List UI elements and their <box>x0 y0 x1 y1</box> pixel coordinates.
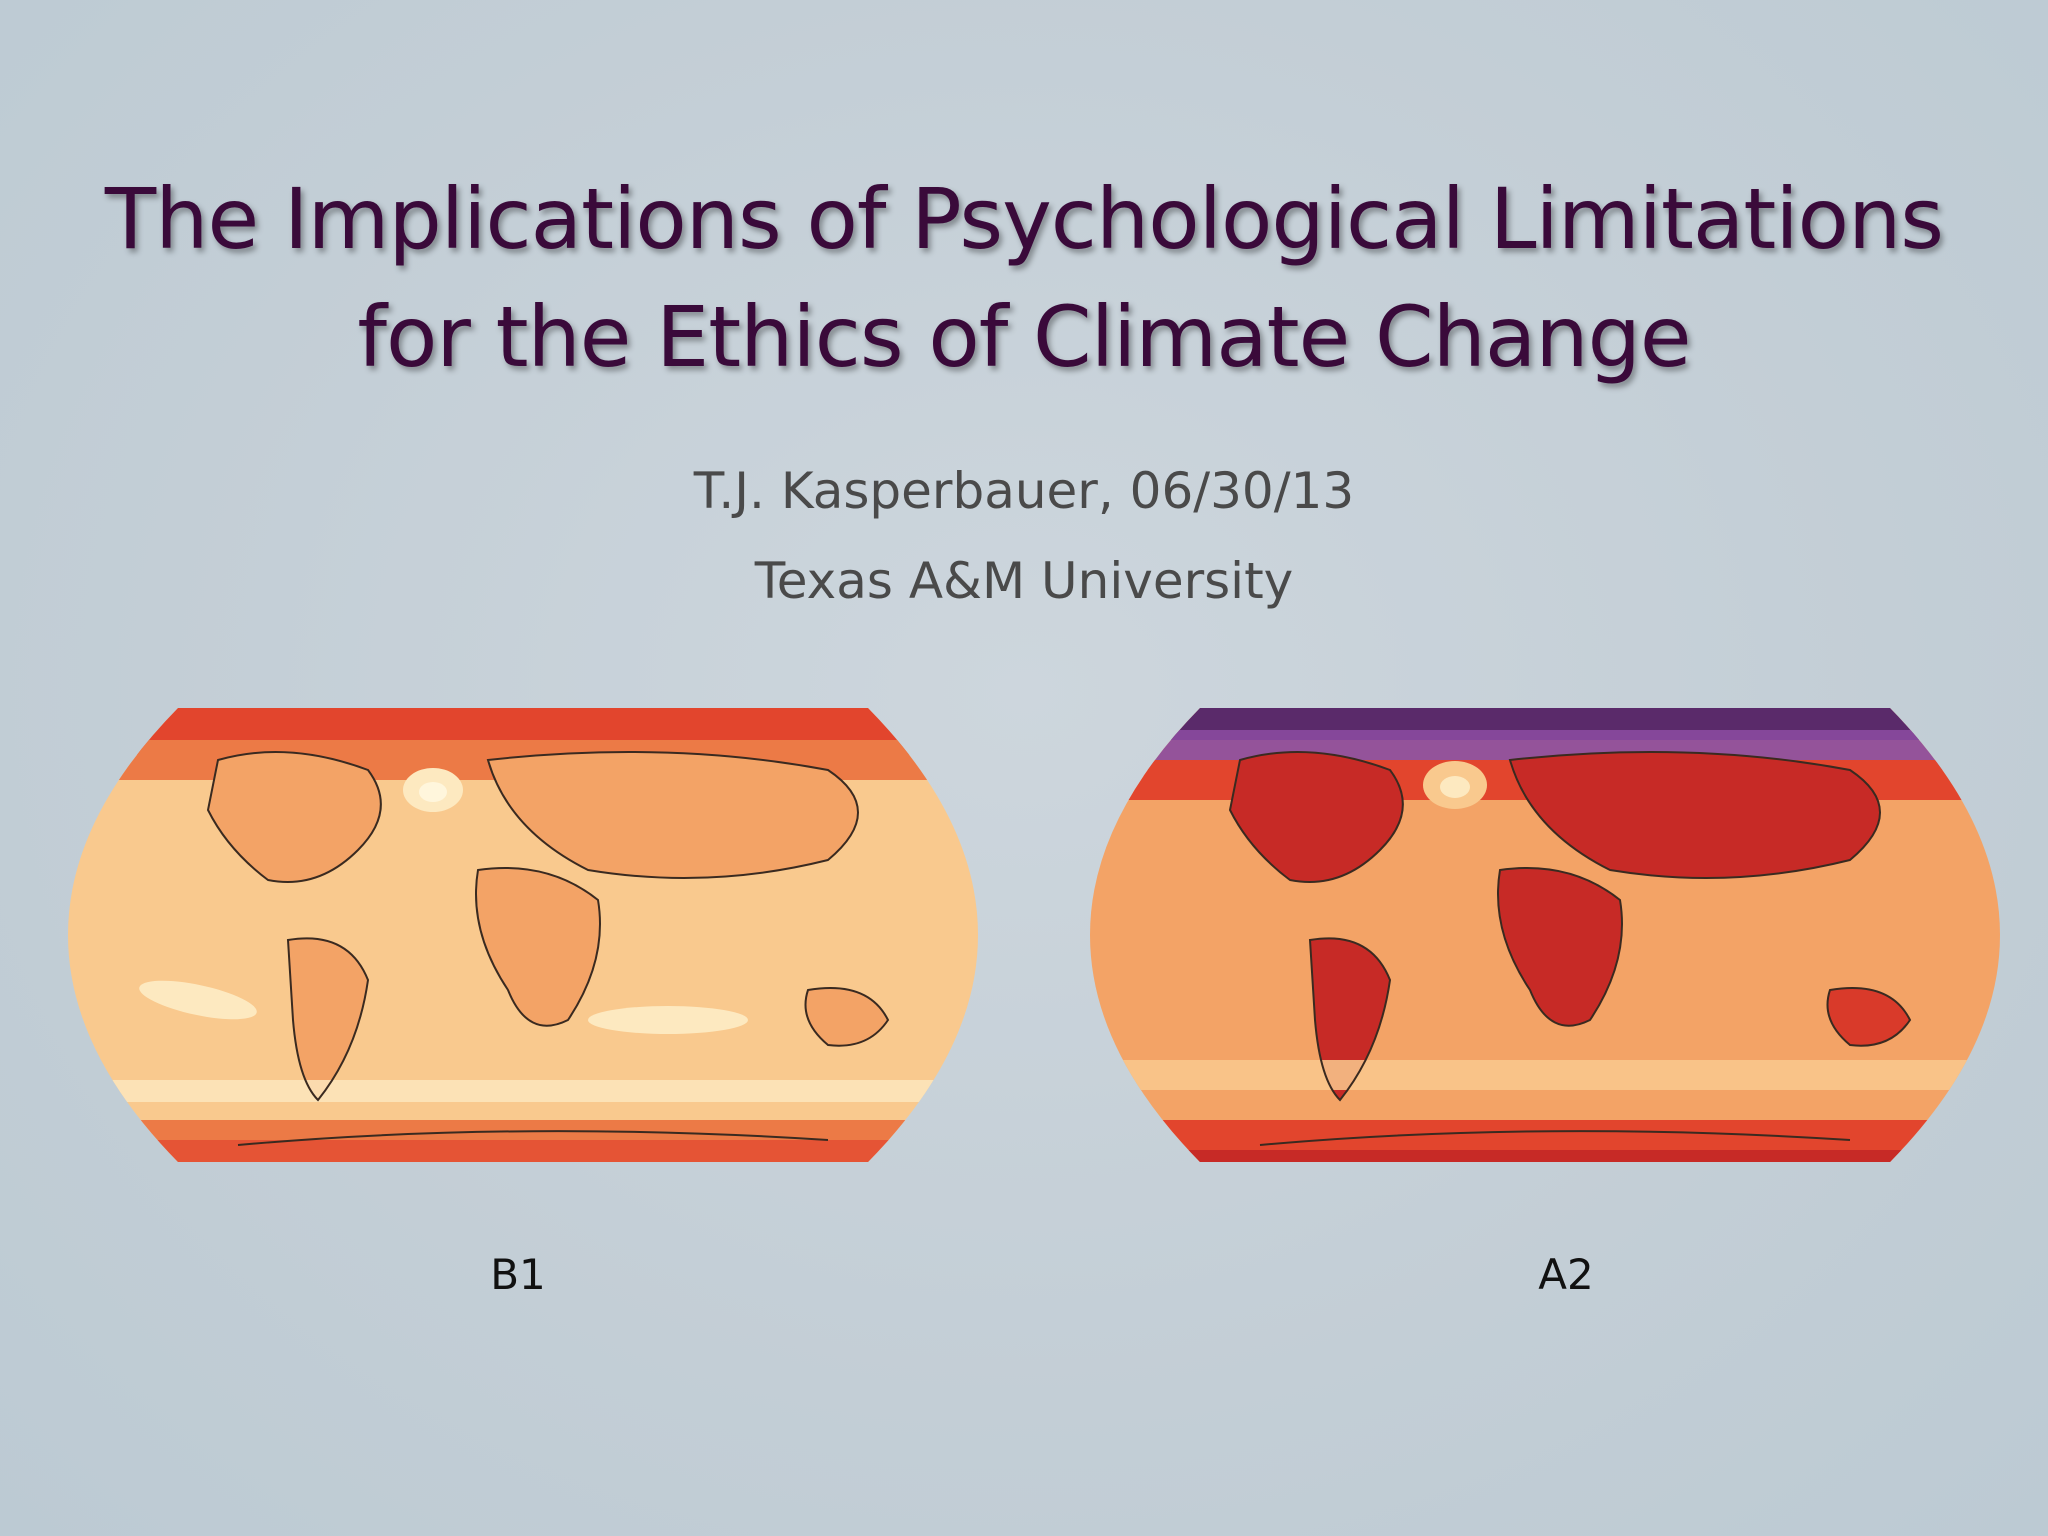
author-line: T.J. Kasperbauer, 06/30/13 <box>693 462 1355 520</box>
title-line-1: The Implications of Psychological Limita… <box>104 170 1944 268</box>
caption-a2: A2 <box>1538 1250 1594 1299</box>
slide-title: The Implications of Psychological Limita… <box>0 160 2048 396</box>
map-a2 <box>1090 708 2000 1162</box>
institution-line: Texas A&M University <box>754 552 1294 610</box>
title-line-2: for the Ethics of Climate Change <box>357 288 1691 386</box>
map-b1 <box>68 708 978 1162</box>
caption-b1: B1 <box>490 1250 546 1299</box>
